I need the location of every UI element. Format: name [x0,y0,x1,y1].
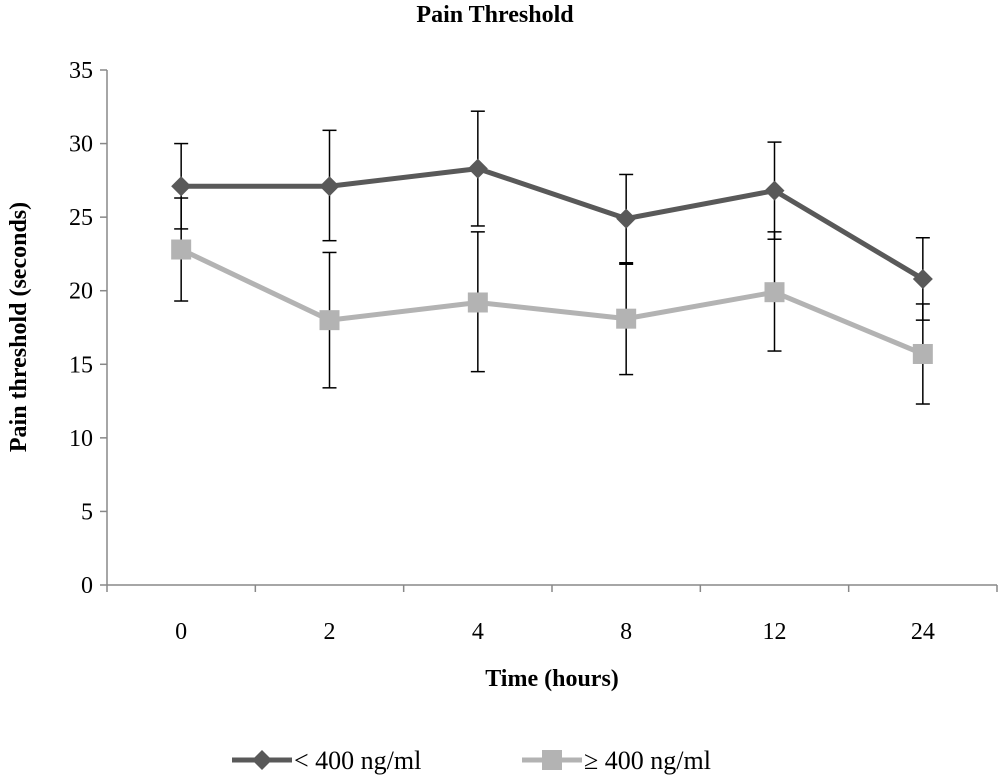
y-tick-label: 20 [69,279,93,305]
y-axis-title: Pain threshold (seconds) [6,202,32,452]
y-tick-label: 10 [69,426,93,452]
x-tick-label: 0 [175,619,187,645]
data-point [467,158,488,179]
x-tick-label: 2 [324,619,336,645]
y-tick-label: 30 [69,132,93,158]
data-point [319,310,340,331]
data-point [616,208,637,229]
series-layer [171,158,933,364]
y-tick-label: 15 [69,352,93,378]
data-point [616,308,637,329]
y-tick-label: 25 [69,205,93,231]
legend: < 400 ng/ml ≥ 400 ng/ml [232,746,711,775]
data-point [912,268,933,289]
y-tick-label: 35 [69,58,93,84]
y-tick-label: 5 [81,499,93,525]
data-point [319,176,340,197]
legend-marker [542,750,562,770]
legend-label: ≥ 400 ng/ml [584,746,711,775]
series-line [180,247,924,357]
series-line [181,166,925,282]
legend-label: < 400 ng/ml [294,746,421,775]
data-point [171,239,192,260]
y-tick-label: 0 [81,573,93,599]
x-tick-label: 24 [911,619,935,645]
x-axis-title: Time (hours) [485,666,619,692]
data-point [467,292,488,313]
legend-marker [252,750,272,770]
error-bars [174,110,930,405]
data-point [764,282,785,303]
data-point [764,180,785,201]
data-point [171,176,192,197]
x-tick-label: 8 [620,619,632,645]
x-tick-label: 12 [763,619,787,645]
chart-title: Pain Threshold [416,2,574,28]
data-point [912,343,933,364]
x-tick-label: 4 [472,619,484,645]
